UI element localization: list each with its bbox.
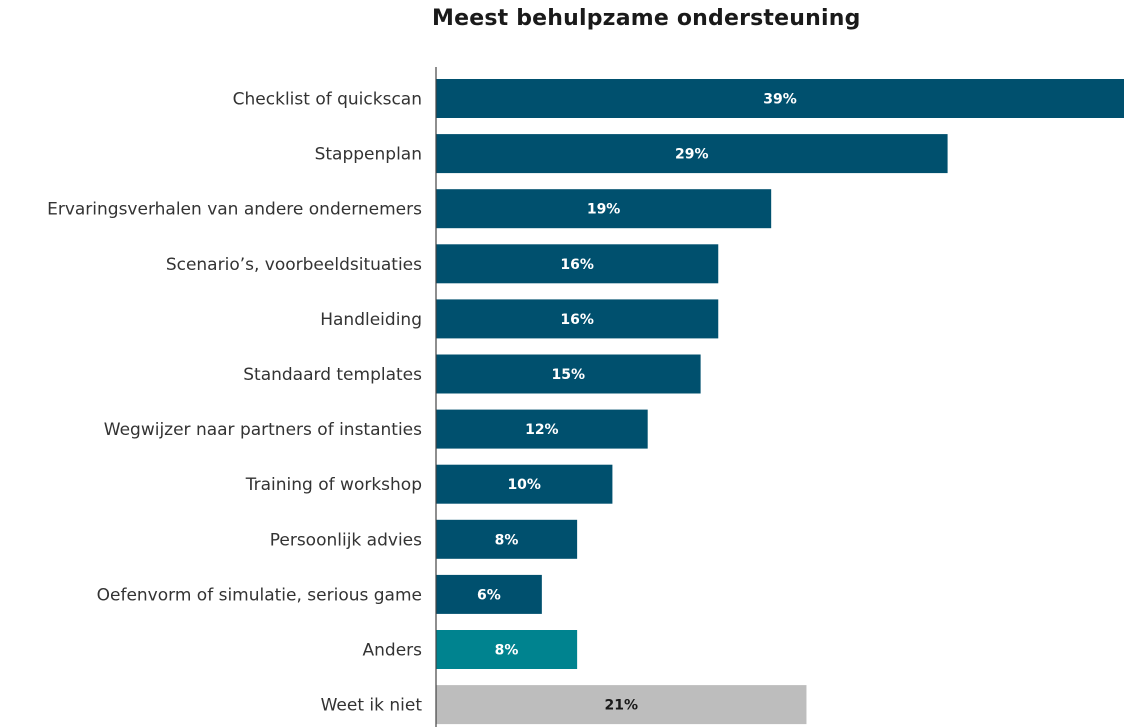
data-label: 8% <box>495 643 519 659</box>
bar <box>436 685 807 725</box>
data-label: 29% <box>675 147 709 163</box>
category-label: Stappenplan <box>315 145 422 165</box>
bar <box>436 79 1124 118</box>
data-label: 6% <box>477 587 501 603</box>
data-label: 21% <box>604 698 638 714</box>
bar <box>436 574 542 614</box>
bar <box>436 299 719 339</box>
category-label: Persoonlijk advies <box>270 530 422 550</box>
bar <box>436 354 701 394</box>
bar <box>436 189 772 229</box>
category-label: Standaard templates <box>243 365 422 385</box>
data-label: 15% <box>552 367 586 383</box>
data-label: 19% <box>587 202 621 218</box>
category-label: Anders <box>363 641 423 661</box>
data-label: 39% <box>763 92 797 108</box>
category-label: Weet ik niet <box>321 696 423 716</box>
bar <box>436 464 613 504</box>
bar <box>436 134 948 174</box>
category-label: Scenario’s, voorbeeldsituaties <box>166 255 422 275</box>
category-label: Oefenvorm of simulatie, serious game <box>97 585 422 605</box>
bar <box>436 519 578 559</box>
category-label: Handleiding <box>320 310 422 330</box>
category-label: Training of workshop <box>245 475 422 495</box>
chart-title: Meest behulpzame ondersteuning <box>432 6 861 31</box>
data-label: 16% <box>560 257 594 273</box>
category-label: Wegwijzer naar partners of instanties <box>104 420 422 440</box>
category-label: Ervaringsverhalen van andere ondernemers <box>47 200 422 220</box>
data-label: 10% <box>507 477 541 493</box>
bar <box>436 630 578 669</box>
data-label: 16% <box>560 312 594 328</box>
bar <box>436 409 648 449</box>
data-label: 12% <box>525 422 559 438</box>
category-label: Checklist of quickscan <box>233 90 422 110</box>
bars-layer: Checklist of quickscan 39% Stappenplan 29% E… <box>47 79 1124 725</box>
bar <box>436 244 719 284</box>
data-label: 8% <box>495 532 519 548</box>
